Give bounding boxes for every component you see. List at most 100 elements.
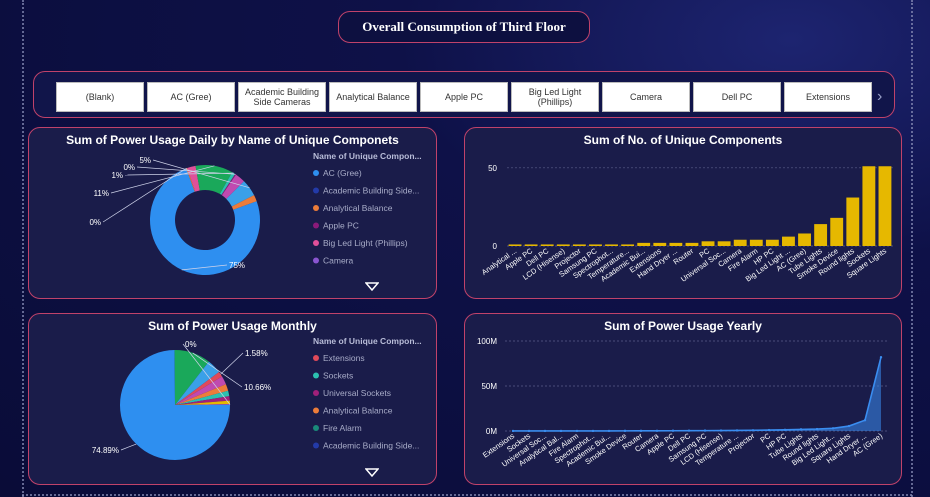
pie-legend-item: Fire Alarm xyxy=(323,423,362,433)
pie-leader-line xyxy=(120,443,137,451)
left-border xyxy=(22,0,24,497)
slicer-item-academic-building-side-cameras[interactable]: Academic Building Side Cameras xyxy=(238,82,326,112)
donut-data-label: 1% xyxy=(111,171,123,180)
chart-title-yearly: Sum of Power Usage Yearly xyxy=(604,319,762,333)
bar xyxy=(524,244,538,246)
pie-legend-marker xyxy=(313,407,319,414)
area-point xyxy=(655,429,659,433)
pie-slice xyxy=(175,384,229,405)
donut-data-label: 11% xyxy=(94,189,109,198)
area-y-tick: 0M xyxy=(486,427,497,436)
area-y-tick: 100M xyxy=(477,337,497,346)
bar xyxy=(717,241,731,246)
bar xyxy=(765,239,779,246)
chart-title-monthly: Sum of Power Usage Monthly xyxy=(148,319,317,333)
donut-legend-title: Name of Unique Compon... xyxy=(313,151,422,161)
donut-legend-item: Apple PC xyxy=(323,221,359,231)
scroll-down-icon[interactable] xyxy=(365,282,379,291)
bar xyxy=(782,236,795,246)
slicer-item-dell-pc[interactable]: Dell PC xyxy=(693,82,781,112)
bar xyxy=(846,197,860,246)
pie-data-label: 0% xyxy=(185,340,197,349)
bar xyxy=(556,244,570,246)
donut-legend-marker xyxy=(313,240,319,246)
area-point xyxy=(607,429,611,433)
slicer-item-ac-gree[interactable]: AC (Gree) xyxy=(147,82,235,112)
pie-data-label: 10.66% xyxy=(244,383,271,392)
area-point xyxy=(575,429,579,433)
bar xyxy=(669,242,683,246)
pie-legend-marker xyxy=(313,442,319,449)
pie-leader-line xyxy=(182,343,231,405)
bar xyxy=(621,244,635,246)
slicer-item-blank[interactable]: (Blank) xyxy=(56,82,144,112)
area-fill xyxy=(513,357,881,431)
component-slicer[interactable]: (Blank) AC (Gree) Academic Building Side… xyxy=(33,71,895,118)
slicer-item-apple-pc[interactable]: Apple PC xyxy=(420,82,508,112)
donut-legend-marker xyxy=(313,187,319,194)
donut-legend-marker xyxy=(313,222,319,229)
pie-slice xyxy=(119,350,230,460)
bar xyxy=(749,239,763,246)
area-point xyxy=(847,424,851,428)
pie-slice xyxy=(175,376,226,405)
pie-leader-line xyxy=(192,352,243,388)
bar xyxy=(733,239,747,246)
right-border xyxy=(911,0,913,497)
pie-slice xyxy=(175,396,230,405)
slicer-item-camera[interactable]: Camera xyxy=(602,82,690,112)
area-line xyxy=(512,357,882,432)
pie-chart: 74.89% 10.66% 1.58% 0% Name of Unique Compon… xyxy=(92,336,422,460)
donut-data-label: 75% xyxy=(229,261,245,270)
bottom-border xyxy=(22,494,912,496)
donut-chart: 75%0%11%1%0%5% Name of Unique Compon...AC… xyxy=(89,151,422,275)
slicer-item-big-led-light[interactable]: Big Led Light (Phillips) xyxy=(511,82,599,112)
area-point xyxy=(591,429,595,433)
area-point xyxy=(879,356,883,359)
pie-legend-item: Universal Sockets xyxy=(323,388,391,398)
donut-slice xyxy=(149,168,260,275)
bar xyxy=(701,241,715,246)
bar xyxy=(589,244,602,246)
pie-legend-marker xyxy=(313,390,319,396)
area-point xyxy=(511,429,515,433)
donut-legend-marker xyxy=(313,170,319,176)
donut-leader-line xyxy=(124,172,234,176)
chevron-right-icon[interactable]: › xyxy=(877,88,883,105)
pie-slice xyxy=(174,350,209,405)
donut-legend-item: Academic Building Side... xyxy=(323,186,419,196)
donut-slice xyxy=(221,174,237,196)
panel-yearly-usage: Sum of Power Usage Yearly 100M 50M 0M Exten… xyxy=(464,313,902,485)
donut-legend-marker xyxy=(313,257,319,264)
area-point xyxy=(639,429,643,433)
bar-y-tick: 0 xyxy=(493,242,498,251)
area-point xyxy=(703,429,707,432)
slicer-item-analytical-balance[interactable]: Analytical Balance xyxy=(329,82,417,112)
area-point xyxy=(719,429,723,432)
pie-data-label: 74.89% xyxy=(92,446,119,455)
slicer-item-extensions[interactable]: Extensions xyxy=(784,82,872,112)
pie-slice xyxy=(175,371,223,405)
pie-legend-title: Name of Unique Compon... xyxy=(313,336,422,346)
pie-slice xyxy=(175,404,230,405)
bar xyxy=(685,242,699,246)
area-point xyxy=(799,428,803,431)
pie-legend-marker xyxy=(313,372,319,379)
area-point xyxy=(559,429,563,433)
pie-slice xyxy=(175,400,230,405)
pie-slice xyxy=(175,361,219,405)
scroll-down-icon[interactable] xyxy=(365,468,379,477)
bar xyxy=(540,244,554,246)
bar xyxy=(572,244,586,246)
bar xyxy=(798,233,811,246)
area-point xyxy=(815,427,819,431)
donut-data-label: 0% xyxy=(89,218,101,227)
area-point xyxy=(543,429,547,433)
pie-legend-marker xyxy=(313,355,319,361)
pie-legend-item: Analytical Balance xyxy=(323,406,393,416)
bar xyxy=(878,166,892,246)
donut-slice xyxy=(221,174,244,199)
donut-leader-line xyxy=(110,165,215,194)
